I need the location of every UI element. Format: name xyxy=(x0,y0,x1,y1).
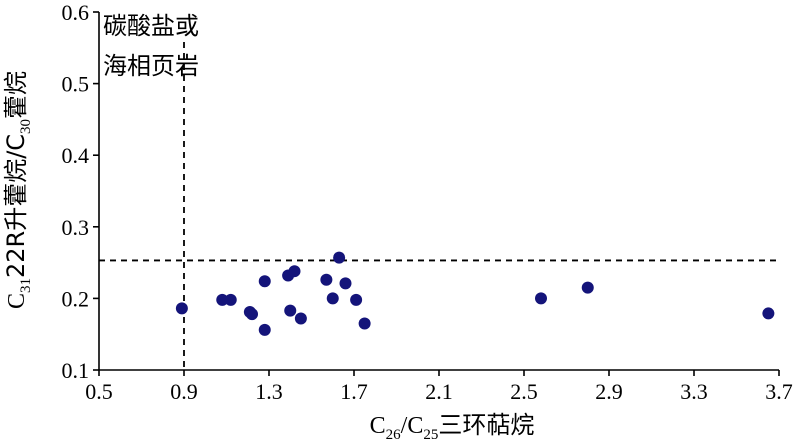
data-point xyxy=(350,293,363,306)
ticks: 0.5 0.9 1.3 1.7 2.1 2.5 2.9 3.3 3.7 0.1 0.2 0.3 0.4 0… xyxy=(62,0,793,404)
x-title-sub2: 25 xyxy=(423,427,438,442)
x-tick-label: 2.5 xyxy=(510,379,538,404)
data-point xyxy=(288,265,301,278)
data-point xyxy=(175,302,188,315)
x-tick-label: 3.7 xyxy=(765,379,793,404)
y-tick-label: 0.1 xyxy=(62,358,90,383)
y-title-mid: 22R升藿烷/C xyxy=(2,134,30,278)
data-point xyxy=(535,292,547,305)
data-point xyxy=(320,273,333,286)
data-point xyxy=(358,317,371,330)
y-axis-title: C3122R升藿烷/C30藿烷 xyxy=(2,71,34,309)
data-point xyxy=(216,293,229,306)
data-point xyxy=(258,323,271,336)
data-point xyxy=(246,308,258,321)
y-tick-label: 0.6 xyxy=(62,0,90,25)
annotation: 碳酸盐或 海相页岩 xyxy=(103,12,199,80)
x-tick-label: 0.9 xyxy=(170,379,198,404)
y-tick-label: 0.3 xyxy=(62,215,90,240)
x-tick-label: 1.3 xyxy=(255,379,283,404)
data-points xyxy=(175,251,775,336)
x-title-suffix: 三环萜烷 xyxy=(438,411,534,439)
y-title-prefix: C xyxy=(4,293,30,309)
annotation-line-2: 海相页岩 xyxy=(103,52,199,80)
x-tick-label: 2.9 xyxy=(595,379,623,404)
data-point xyxy=(284,304,297,317)
x-title-prefix: C xyxy=(370,413,386,439)
reference-lines xyxy=(99,42,779,370)
x-tick-label: 1.7 xyxy=(340,379,368,404)
y-title-suffix: 藿烷 xyxy=(2,71,30,119)
x-title-sub1: 26 xyxy=(386,427,402,442)
data-point xyxy=(326,292,339,305)
data-point xyxy=(258,275,271,288)
y-tick-label: 0.2 xyxy=(62,286,90,311)
data-point xyxy=(339,277,352,290)
annotation-line-1: 碳酸盐或 xyxy=(103,12,199,40)
x-title-mid: /C xyxy=(401,413,424,439)
data-point xyxy=(294,312,307,325)
data-point xyxy=(581,281,594,294)
data-point xyxy=(224,293,237,306)
x-tick-label: 0.5 xyxy=(85,379,113,404)
data-point xyxy=(762,307,775,320)
x-tick-label: 3.3 xyxy=(680,379,708,404)
y-tick-label: 0.5 xyxy=(62,72,90,97)
axes xyxy=(98,12,779,371)
y-title-sub2: 30 xyxy=(18,119,34,134)
data-point xyxy=(333,251,346,264)
y-tick-label: 0.4 xyxy=(62,143,90,168)
x-axis-title: C26/C25三环萜烷 xyxy=(370,411,535,442)
x-tick-label: 2.1 xyxy=(425,379,453,404)
y-title-sub1: 31 xyxy=(18,278,34,293)
